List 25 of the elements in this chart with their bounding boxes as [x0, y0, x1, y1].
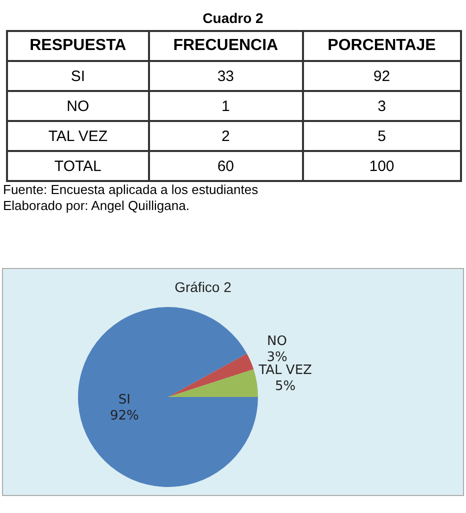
text: Elaborado por: Angel Quilligana.	[3, 198, 190, 214]
data-label: 92	[302, 61, 461, 91]
text: PORCENTAJE	[302, 31, 461, 61]
data-label: 1	[148, 91, 303, 121]
text: Cuadro 2	[202, 10, 264, 26]
category-label: TOTAL	[7, 151, 149, 181]
slice-label: NO	[267, 334, 288, 350]
slice-label: SI	[118, 392, 130, 408]
data-label: 60	[148, 151, 303, 181]
data-label: 92%	[110, 408, 139, 424]
source-note: Fuente: Encuesta aplicada a los estudiantes	[3, 182, 260, 198]
data-label: 33	[148, 61, 303, 91]
data-label: 2	[148, 121, 303, 151]
category-label: NO	[7, 91, 149, 121]
data-label: 100	[302, 151, 461, 181]
data-label: 3%	[266, 350, 288, 366]
category-label: TAL VEZ	[7, 121, 149, 151]
data-label: 5	[302, 121, 461, 151]
data-label: 5%	[275, 378, 296, 394]
text: RESPUESTA	[7, 31, 149, 61]
chart-title: Gráfico 2	[174, 279, 232, 295]
text: FRECUENCIA	[148, 31, 303, 61]
slice-label: TAL VEZ	[258, 362, 312, 378]
category-label: SI	[7, 61, 149, 91]
data-label: 3	[302, 91, 461, 121]
